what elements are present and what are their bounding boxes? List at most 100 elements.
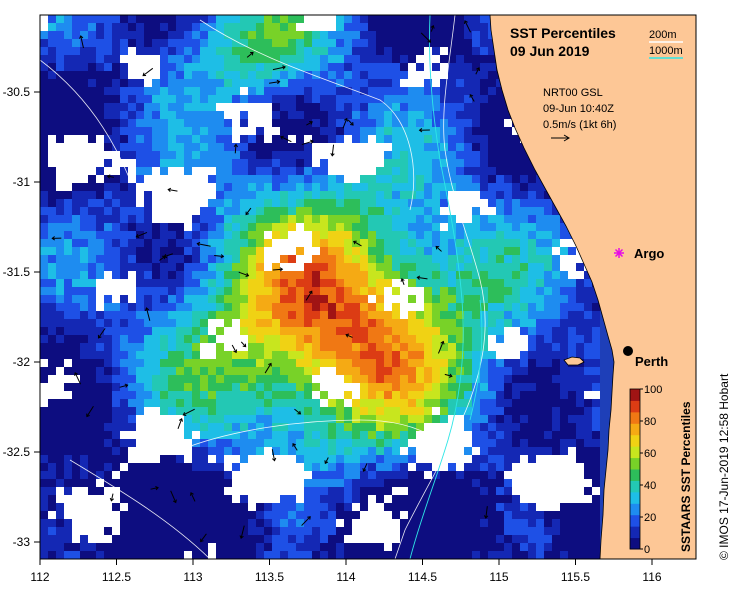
sst-cell xyxy=(432,167,440,175)
sst-cell xyxy=(264,511,272,519)
sst-cell xyxy=(160,55,168,63)
sst-cell xyxy=(408,271,416,279)
sst-cell xyxy=(528,551,536,559)
sst-cell xyxy=(560,471,568,479)
sst-cell xyxy=(72,439,80,447)
sst-cell xyxy=(496,527,504,535)
sst-cell xyxy=(360,375,368,383)
sst-cell xyxy=(576,463,584,471)
sst-cell xyxy=(312,351,320,359)
sst-cell xyxy=(112,71,120,79)
sst-cell xyxy=(576,319,584,327)
sst-cell xyxy=(408,455,416,463)
sst-cell xyxy=(376,79,384,87)
sst-cell xyxy=(168,295,176,303)
sst-cell xyxy=(72,239,80,247)
sst-cell xyxy=(320,287,328,295)
sst-cell xyxy=(440,15,448,23)
sst-cell xyxy=(320,47,328,55)
sst-cell xyxy=(584,391,592,399)
sst-cell xyxy=(288,447,296,455)
sst-cell xyxy=(256,127,264,135)
x-axis: 112 112.5 113 113.5 114 114.5 115 115.5 116 xyxy=(30,559,662,584)
sst-cell xyxy=(536,511,544,519)
sst-cell xyxy=(128,279,136,287)
sst-cell xyxy=(232,215,240,223)
sst-cell xyxy=(384,167,392,175)
sst-cell xyxy=(296,471,304,479)
sst-cell xyxy=(456,183,464,191)
sst-cell xyxy=(424,263,432,271)
sst-cell xyxy=(48,247,56,255)
sst-cell xyxy=(584,359,592,367)
sst-cell xyxy=(216,175,224,183)
sst-cell xyxy=(176,519,184,527)
sst-cell xyxy=(488,119,496,127)
sst-cell xyxy=(424,55,432,63)
sst-cell xyxy=(424,31,432,39)
sst-cell xyxy=(72,383,80,391)
sst-cell xyxy=(112,343,120,351)
sst-cell xyxy=(168,103,176,111)
sst-cell xyxy=(400,551,408,559)
sst-cell xyxy=(224,479,232,487)
sst-cell xyxy=(568,287,576,295)
sst-cell xyxy=(184,439,192,447)
sst-cell xyxy=(576,543,584,551)
sst-cell xyxy=(480,119,488,127)
sst-cell xyxy=(320,175,328,183)
sst-cell xyxy=(336,455,344,463)
sst-cell xyxy=(392,535,400,543)
sst-cell xyxy=(408,207,416,215)
sst-cell xyxy=(528,359,536,367)
sst-cell xyxy=(568,319,576,327)
sst-cell xyxy=(312,127,320,135)
current-arrow xyxy=(294,408,302,415)
sst-cell xyxy=(576,343,584,351)
sst-cell xyxy=(360,95,368,103)
sst-cell xyxy=(184,31,192,39)
sst-cell xyxy=(264,55,272,63)
sst-cell xyxy=(456,455,464,463)
sst-cell xyxy=(312,447,320,455)
sst-cell xyxy=(56,391,64,399)
sst-cell xyxy=(72,311,80,319)
sst-cell xyxy=(200,359,208,367)
sst-cell xyxy=(440,231,448,239)
sst-cell xyxy=(216,199,224,207)
sst-cell xyxy=(264,343,272,351)
sst-cell xyxy=(272,255,280,263)
sst-cell xyxy=(400,527,408,535)
sst-cell xyxy=(360,359,368,367)
sst-cell xyxy=(200,191,208,199)
sst-cell xyxy=(336,391,344,399)
sst-cell xyxy=(160,439,168,447)
sst-cell xyxy=(296,519,304,527)
sst-cell xyxy=(264,407,272,415)
sst-cell xyxy=(48,103,56,111)
sst-cell xyxy=(360,119,368,127)
sst-cell xyxy=(440,447,448,455)
sst-cell xyxy=(264,495,272,503)
sst-cell xyxy=(112,511,120,519)
sst-cell xyxy=(80,127,88,135)
sst-cell xyxy=(272,431,280,439)
sst-cell xyxy=(416,215,424,223)
sst-cell xyxy=(296,279,304,287)
sst-cell xyxy=(464,399,472,407)
sst-cell xyxy=(208,103,216,111)
sst-cell xyxy=(376,543,384,551)
sst-cell xyxy=(168,31,176,39)
sst-cell xyxy=(392,215,400,223)
sst-cell xyxy=(344,223,352,231)
sst-cell xyxy=(384,527,392,535)
sst-cell xyxy=(544,447,552,455)
sst-cell xyxy=(528,383,536,391)
sst-cell xyxy=(536,495,544,503)
sst-cell xyxy=(40,375,48,383)
sst-cell xyxy=(552,439,560,447)
sst-cell xyxy=(528,175,536,183)
sst-cell xyxy=(456,535,464,543)
sst-cell xyxy=(360,439,368,447)
sst-cell xyxy=(64,247,72,255)
